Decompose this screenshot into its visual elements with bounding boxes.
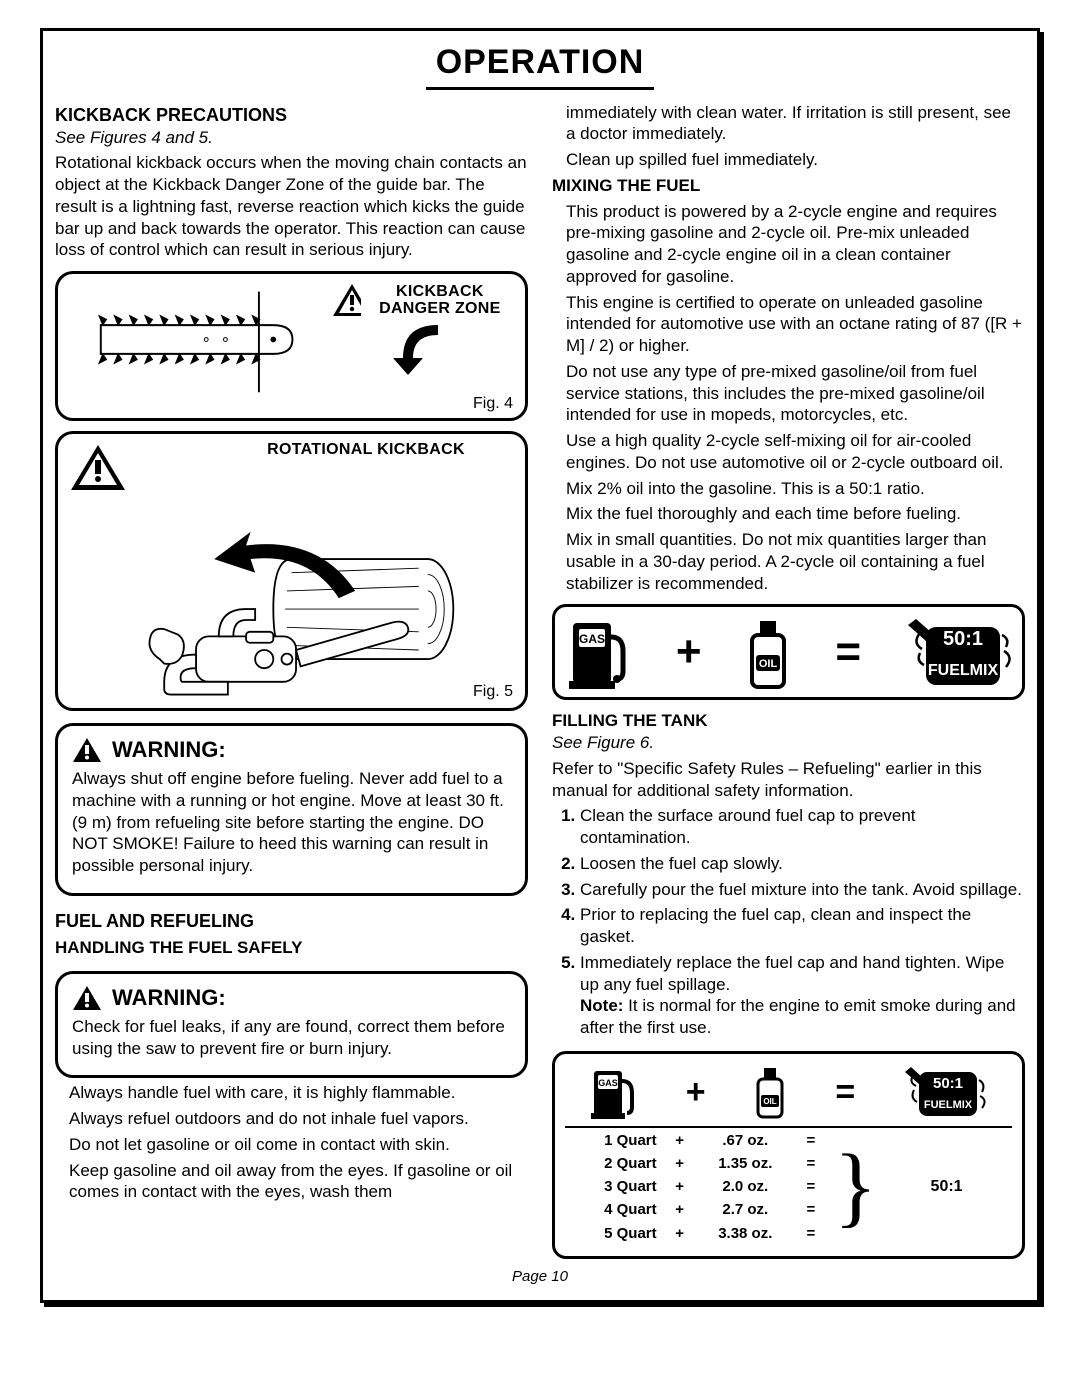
svg-text:50:1: 50:1 xyxy=(933,1075,963,1092)
filling-steps: Clean the surface around fuel cap to pre… xyxy=(552,805,1025,1039)
svg-text:OIL: OIL xyxy=(764,1097,777,1106)
title-bar: OPERATION xyxy=(55,41,1025,90)
fuel-bullets: Always handle fuel with care, it is high… xyxy=(55,1082,528,1203)
table-row: 1 Quart+.67 oz.=}50:1 xyxy=(567,1130,1010,1151)
left-column: KICKBACK PRECAUTIONS See Figures 4 and 5… xyxy=(55,98,528,1259)
fig5-label: ROTATIONAL KICKBACK xyxy=(217,442,515,459)
svg-text:FUELMIX: FUELMIX xyxy=(924,1099,973,1111)
warning-body: Check for fuel leaks, if any are found, … xyxy=(72,1016,511,1060)
oil-bottle-icon: OIL xyxy=(742,613,794,691)
mixing-text: Mix the fuel thoroughly and each time be… xyxy=(566,503,1025,525)
bullet-text: Do not let gasoline or oil come in conta… xyxy=(69,1134,528,1156)
equals-icon: = xyxy=(835,1075,855,1109)
bullet-text: Always refuel outdoors and do not inhale… xyxy=(69,1108,528,1130)
step-text: Clean the surface around fuel cap to pre… xyxy=(580,805,1025,849)
warning-triangle-icon xyxy=(72,985,102,1011)
fuel-subheading: HANDLING THE FUEL SAFELY xyxy=(55,937,528,959)
mixing-text: This product is powered by a 2-cycle eng… xyxy=(566,201,1025,288)
warning-triangle-icon xyxy=(68,442,128,494)
gas-label: GAS xyxy=(579,632,605,646)
fuelmix-can-icon: 50:1 FUELMIX xyxy=(902,611,1012,693)
bullet-text: Keep gasoline and oil away from the eyes… xyxy=(69,1160,528,1204)
page-title: OPERATION xyxy=(426,41,655,90)
warning-triangle-icon xyxy=(331,282,360,320)
svg-text:GAS: GAS xyxy=(598,1078,618,1088)
mixing-text: Mix 2% oil into the gasoline. This is a … xyxy=(566,478,1025,500)
cont-text: Clean up spilled fuel immediately. xyxy=(566,149,1025,171)
mixing-text: Do not use any type of pre-mixed gasolin… xyxy=(566,361,1025,426)
gas-pump-icon: GAS xyxy=(565,613,635,691)
fuel-heading: FUEL AND REFUELING xyxy=(55,910,528,933)
bullet-text: Always handle fuel with care, it is high… xyxy=(69,1082,528,1104)
kickback-body: Rotational kickback occurs when the movi… xyxy=(55,152,528,261)
mix-ratio-table: GAS + OIL = 50:1 FUELM xyxy=(552,1051,1025,1259)
fig4-caption: Fig. 4 xyxy=(473,394,513,414)
filling-see: See Figure 6. xyxy=(552,732,1025,754)
chainsaw-bar-icon xyxy=(68,282,325,397)
page-frame: OPERATION KICKBACK PRECAUTIONS See Figur… xyxy=(40,28,1040,1303)
fig4-label: KICKBACK DANGER ZONE xyxy=(365,284,515,318)
equals-icon: = xyxy=(835,630,861,674)
warning-triangle-icon xyxy=(72,737,102,763)
filling-intro: Refer to "Specific Safety Rules – Refuel… xyxy=(552,758,1025,802)
warning-title: WARNING: xyxy=(112,736,226,764)
step-text: Immediately replace the fuel cap and han… xyxy=(580,952,1025,1039)
ratio-label: 50:1 xyxy=(943,628,983,650)
kickback-heading: KICKBACK PRECAUTIONS xyxy=(55,104,528,127)
right-column: immediately with clean water. If irritat… xyxy=(552,98,1025,1259)
warning-box-2: WARNING: Check for fuel leaks, if any ar… xyxy=(55,971,528,1079)
fuelmix-label: FUELMIX xyxy=(928,662,999,679)
warning-title: WARNING: xyxy=(112,984,226,1012)
cont-text: immediately with clean water. If irritat… xyxy=(566,102,1025,146)
fig5-caption: Fig. 5 xyxy=(473,682,513,702)
figure-4: KICKBACK DANGER ZONE Fig. 4 xyxy=(55,271,528,421)
figure-5: ROTATIONAL KICKBACK xyxy=(55,431,528,711)
kickback-see: See Figures 4 and 5. xyxy=(55,127,528,149)
plus-icon: + xyxy=(686,1075,706,1109)
fuelmix-can-icon: 50:1 FUELMIX xyxy=(901,1062,989,1122)
mixing-heading: MIXING THE FUEL xyxy=(552,175,1025,197)
arrow-down-icon xyxy=(383,320,463,380)
filling-heading: FILLING THE TANK xyxy=(552,710,1025,732)
gas-pump-icon: GAS xyxy=(588,1063,640,1121)
step-text: Loosen the fuel cap slowly. xyxy=(580,853,1025,875)
warning-box-1: WARNING: Always shut off engine before f… xyxy=(55,723,528,896)
oil-label: OIL xyxy=(759,658,778,670)
fuel-mix-diagram: GAS + OIL = 50:1 FUELMIX xyxy=(552,604,1025,700)
page-number: Page 10 xyxy=(55,1267,1025,1286)
warning-body: Always shut off engine before fueling. N… xyxy=(72,768,511,877)
note-label: Note: xyxy=(580,996,623,1015)
mixing-text: This engine is certified to operate on u… xyxy=(566,292,1025,357)
step-text: Carefully pour the fuel mixture into the… xyxy=(580,879,1025,901)
oil-bottle-icon: OIL xyxy=(751,1063,789,1121)
plus-icon: + xyxy=(676,630,702,674)
note-body: It is normal for the engine to emit smok… xyxy=(580,996,1016,1037)
mixing-text: Mix in small quantities. Do not mix quan… xyxy=(566,529,1025,594)
mixing-text: Use a high quality 2-cycle self-mixing o… xyxy=(566,430,1025,474)
step-text: Prior to replacing the fuel cap, clean a… xyxy=(580,904,1025,948)
rotational-kickback-icon xyxy=(68,500,515,700)
